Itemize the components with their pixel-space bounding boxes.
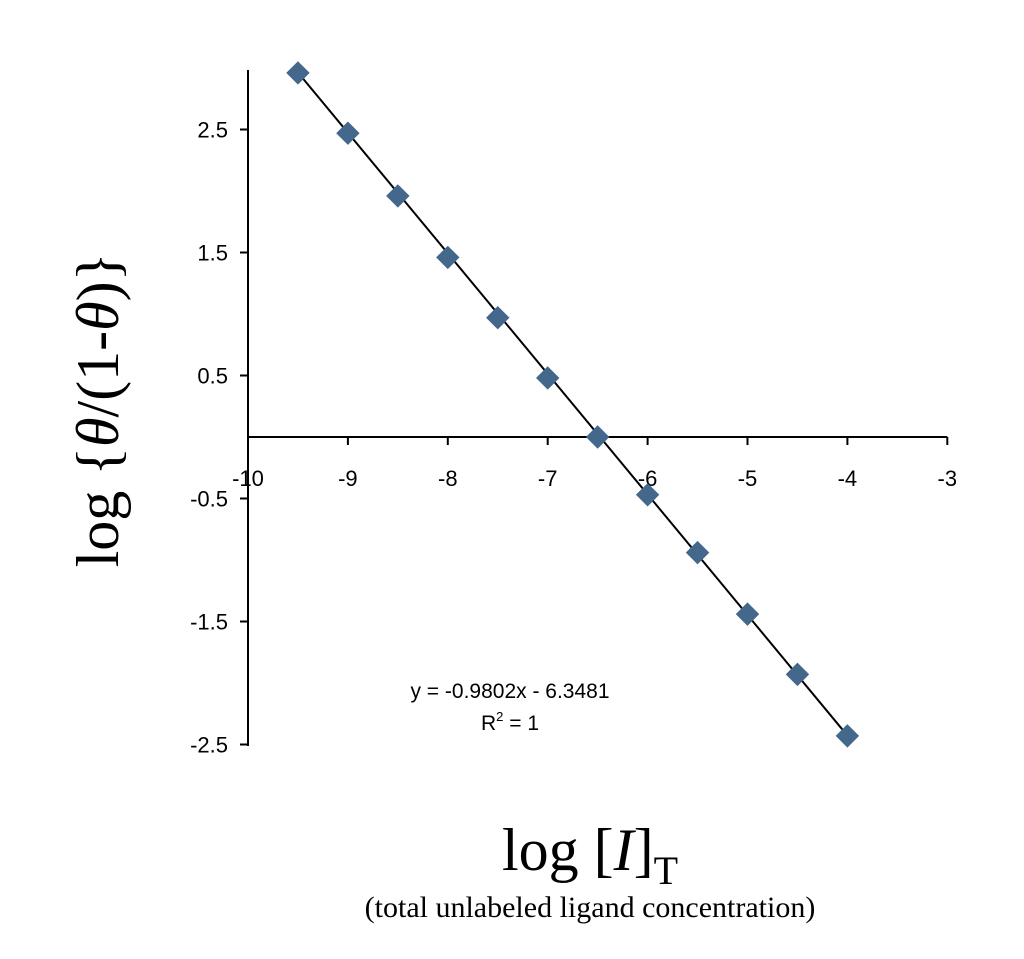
x-tick-label: -4 — [838, 466, 858, 491]
data-point — [635, 483, 660, 507]
data-markers — [286, 61, 860, 748]
data-point — [386, 184, 410, 208]
y-tick-label: 1.5 — [197, 241, 228, 266]
data-point — [336, 121, 360, 145]
x-tick-label: -7 — [538, 466, 558, 491]
y-tick-label: -0.5 — [190, 487, 228, 512]
trendline-equation: y = -0.9802x - 6.3481 — [410, 680, 609, 703]
x-tick-label: -3 — [938, 466, 958, 491]
x-tick-labels: -10 -9 -8 -7 -6 -5 -4 -3 — [232, 466, 957, 491]
x-tick-label: -9 — [338, 466, 358, 491]
data-point — [486, 305, 510, 330]
y-axis-label: log {θ/(1-θ)} — [65, 253, 131, 568]
y-tick-labels: 2.5 1.5 0.5 -0.5 -1.5 -2.5 — [190, 118, 228, 758]
y-tick-label: 0.5 — [197, 364, 228, 389]
data-point — [436, 245, 460, 270]
x-tick-label: -8 — [438, 466, 458, 491]
x-tick-label: -6 — [638, 466, 658, 491]
data-point — [685, 540, 710, 565]
x-tick-label: -5 — [738, 466, 758, 491]
y-tick-label: -1.5 — [190, 610, 228, 635]
x-tick-label: -10 — [232, 466, 264, 491]
data-point — [835, 724, 860, 748]
data-point — [735, 602, 760, 626]
x-axis-note: (total unlabeled ligand concentration) — [365, 891, 816, 924]
data-point — [785, 662, 810, 687]
x-axis-label: log [I]T — [502, 817, 678, 893]
data-point — [585, 425, 610, 449]
y-tick-label: -2.5 — [190, 733, 228, 758]
axes — [240, 70, 949, 746]
data-point — [286, 61, 310, 85]
r-squared-label: R2 = 1 — [481, 709, 539, 735]
data-point — [535, 366, 560, 390]
y-tick-label: 2.5 — [197, 118, 228, 143]
trendline — [297, 71, 849, 737]
